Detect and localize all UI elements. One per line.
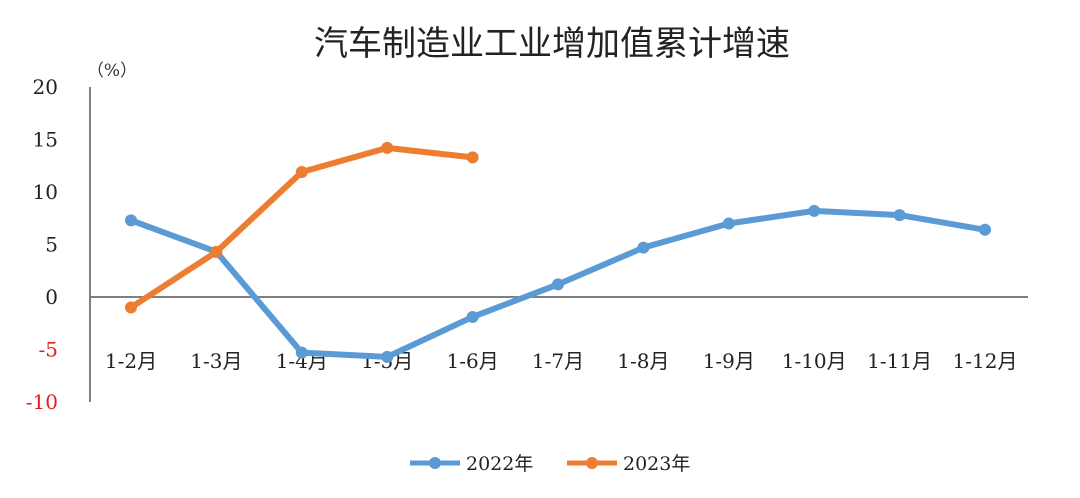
x-tick-label: 1-7月 xyxy=(532,349,584,373)
y-tick-label: 20 xyxy=(33,75,58,99)
data-point xyxy=(466,151,479,164)
data-point xyxy=(722,217,735,230)
y-tick-label: 10 xyxy=(33,180,58,204)
x-tick-label: 1-8月 xyxy=(617,349,669,373)
data-point xyxy=(295,166,308,179)
legend-marker xyxy=(429,457,441,469)
chart-title: 汽车制造业工业增加值累计增速 xyxy=(314,24,790,64)
x-tick-label: 1-9月 xyxy=(703,349,755,373)
data-point xyxy=(466,310,479,323)
y-tick-label: 5 xyxy=(45,233,58,257)
x-tick-label: 1-11月 xyxy=(867,349,932,373)
data-point xyxy=(381,141,394,154)
data-point xyxy=(893,209,906,222)
data-point xyxy=(125,214,137,227)
y-tick-label: -10 xyxy=(26,390,58,414)
data-point xyxy=(637,241,650,254)
data-point xyxy=(210,245,223,258)
data-point xyxy=(295,346,308,359)
legend-marker xyxy=(586,457,598,469)
legend-label: 2022年 xyxy=(466,453,533,475)
data-point xyxy=(808,204,821,217)
y-tick-label: 15 xyxy=(33,128,58,152)
y-axis-unit: （%） xyxy=(87,61,137,81)
legend-label: 2023年 xyxy=(623,453,690,475)
y-tick-label: -5 xyxy=(39,338,58,362)
x-tick-label: 1-6月 xyxy=(446,349,498,373)
data-point xyxy=(552,278,564,291)
x-tick-label: 1-12月 xyxy=(953,349,1018,373)
x-tick-label: 1-3月 xyxy=(190,349,242,373)
data-point xyxy=(979,223,991,236)
x-tick-label: 1-10月 xyxy=(782,349,847,373)
data-point xyxy=(125,301,137,314)
data-point xyxy=(381,350,394,363)
x-tick-label: 1-2月 xyxy=(105,349,157,373)
y-tick-label: 0 xyxy=(45,285,58,309)
